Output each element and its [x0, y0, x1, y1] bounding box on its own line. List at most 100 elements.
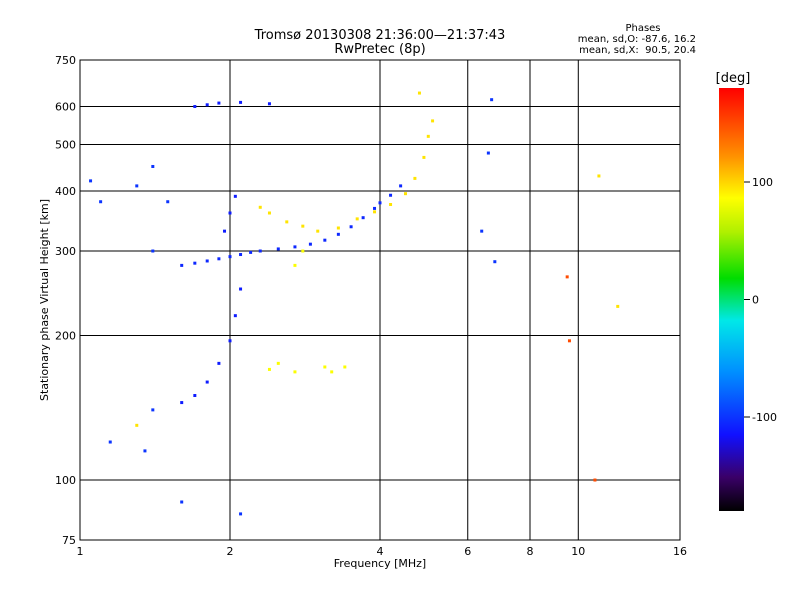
y-axis-label: Stationary phase Virtual Height [km] — [38, 199, 51, 401]
data-point — [228, 339, 232, 343]
data-point — [422, 155, 426, 159]
data-point — [89, 179, 93, 183]
data-point — [180, 500, 184, 504]
data-point — [486, 151, 490, 155]
data-point — [151, 408, 155, 412]
data-point — [258, 205, 262, 209]
data-point — [355, 217, 359, 221]
data-point — [180, 263, 184, 267]
data-point — [567, 339, 571, 343]
phases-title: Phases — [625, 23, 660, 34]
colorbar-tick-label: 100 — [752, 176, 773, 189]
data-point — [276, 247, 280, 251]
data-point — [233, 314, 237, 318]
y-tick-label: 300 — [55, 245, 76, 258]
axis-ticks: 1 2 4 6 8 10 16 75 100 200 300 400 500 600 750 — [55, 54, 687, 558]
data-point — [389, 193, 393, 197]
data-point — [426, 134, 430, 138]
data-point — [301, 224, 305, 228]
y-tick-label: 500 — [55, 139, 76, 152]
data-point — [205, 380, 209, 384]
data-point — [217, 101, 221, 105]
data-point — [267, 211, 271, 215]
data-point — [258, 249, 262, 253]
data-point — [193, 261, 197, 265]
data-point — [285, 220, 289, 224]
phases-o-stats: mean, sd,O: -87.6, 16.2 — [578, 34, 696, 45]
chart-subtitle: RwPretec (8p) — [334, 42, 425, 57]
data-point — [143, 449, 147, 453]
data-point — [593, 478, 597, 482]
colorbar-ticks: 100 0 -100 — [744, 176, 777, 424]
y-tick-label: 750 — [55, 54, 76, 67]
data-point — [417, 91, 421, 95]
data-point — [399, 184, 403, 188]
data-point — [217, 361, 221, 365]
data-point — [135, 184, 139, 188]
x-tick-label: 8 — [527, 545, 534, 558]
colorbar — [719, 88, 744, 511]
data-point — [301, 249, 305, 253]
data-point — [493, 260, 497, 264]
data-point — [151, 164, 155, 168]
data-point — [239, 100, 243, 104]
data-point — [249, 250, 253, 254]
data-point — [276, 361, 280, 365]
y-tick-label: 600 — [55, 101, 76, 114]
data-point — [205, 259, 209, 263]
data-point — [349, 225, 353, 229]
data-point — [180, 401, 184, 405]
data-point — [193, 105, 197, 109]
data-point — [413, 176, 417, 180]
colorbar-tick-label: 0 — [752, 294, 759, 307]
data-point — [267, 367, 271, 371]
data-point — [330, 370, 334, 374]
y-tick-label: 400 — [55, 185, 76, 198]
data-point — [239, 512, 243, 516]
data-point — [316, 229, 320, 233]
data-point — [565, 275, 569, 279]
data-point — [223, 229, 227, 233]
data-point — [166, 200, 170, 204]
data-point — [480, 229, 484, 233]
x-tick-label: 1 — [77, 545, 84, 558]
data-point — [293, 263, 297, 267]
colorbar-label: [deg] — [716, 71, 751, 86]
y-tick-label: 200 — [55, 330, 76, 343]
data-point — [228, 211, 232, 215]
data-point — [490, 98, 494, 102]
data-point — [361, 216, 365, 220]
data-point — [378, 201, 382, 205]
data-point — [239, 253, 243, 257]
data-point — [193, 394, 197, 398]
x-tick-label: 10 — [571, 545, 585, 558]
colorbar-tick-label: -100 — [752, 411, 777, 424]
data-point — [431, 119, 435, 123]
data-points — [89, 91, 620, 516]
data-point — [293, 370, 297, 374]
grid-lines — [80, 60, 680, 540]
x-axis-label: Frequency [MHz] — [334, 557, 426, 570]
data-point — [233, 194, 237, 198]
data-point — [205, 103, 209, 107]
data-point — [343, 365, 347, 369]
phases-x-stats: mean, sd,X: 90.5, 20.4 — [579, 45, 696, 56]
data-point — [228, 255, 232, 259]
data-point — [308, 242, 312, 246]
data-point — [239, 287, 243, 291]
data-point — [151, 249, 155, 253]
y-tick-label: 75 — [62, 534, 76, 547]
x-tick-label: 2 — [227, 545, 234, 558]
data-point — [99, 200, 103, 204]
data-point — [597, 174, 601, 178]
chart-title: Tromsø 20130308 21:36:00—21:37:43 — [254, 28, 506, 43]
x-tick-label: 4 — [377, 545, 384, 558]
data-point — [293, 245, 297, 249]
data-point — [135, 423, 139, 427]
data-point — [336, 226, 340, 230]
data-point — [217, 257, 221, 261]
data-point — [616, 304, 620, 308]
data-point — [323, 238, 327, 242]
data-point — [403, 192, 407, 196]
data-point — [389, 202, 393, 206]
